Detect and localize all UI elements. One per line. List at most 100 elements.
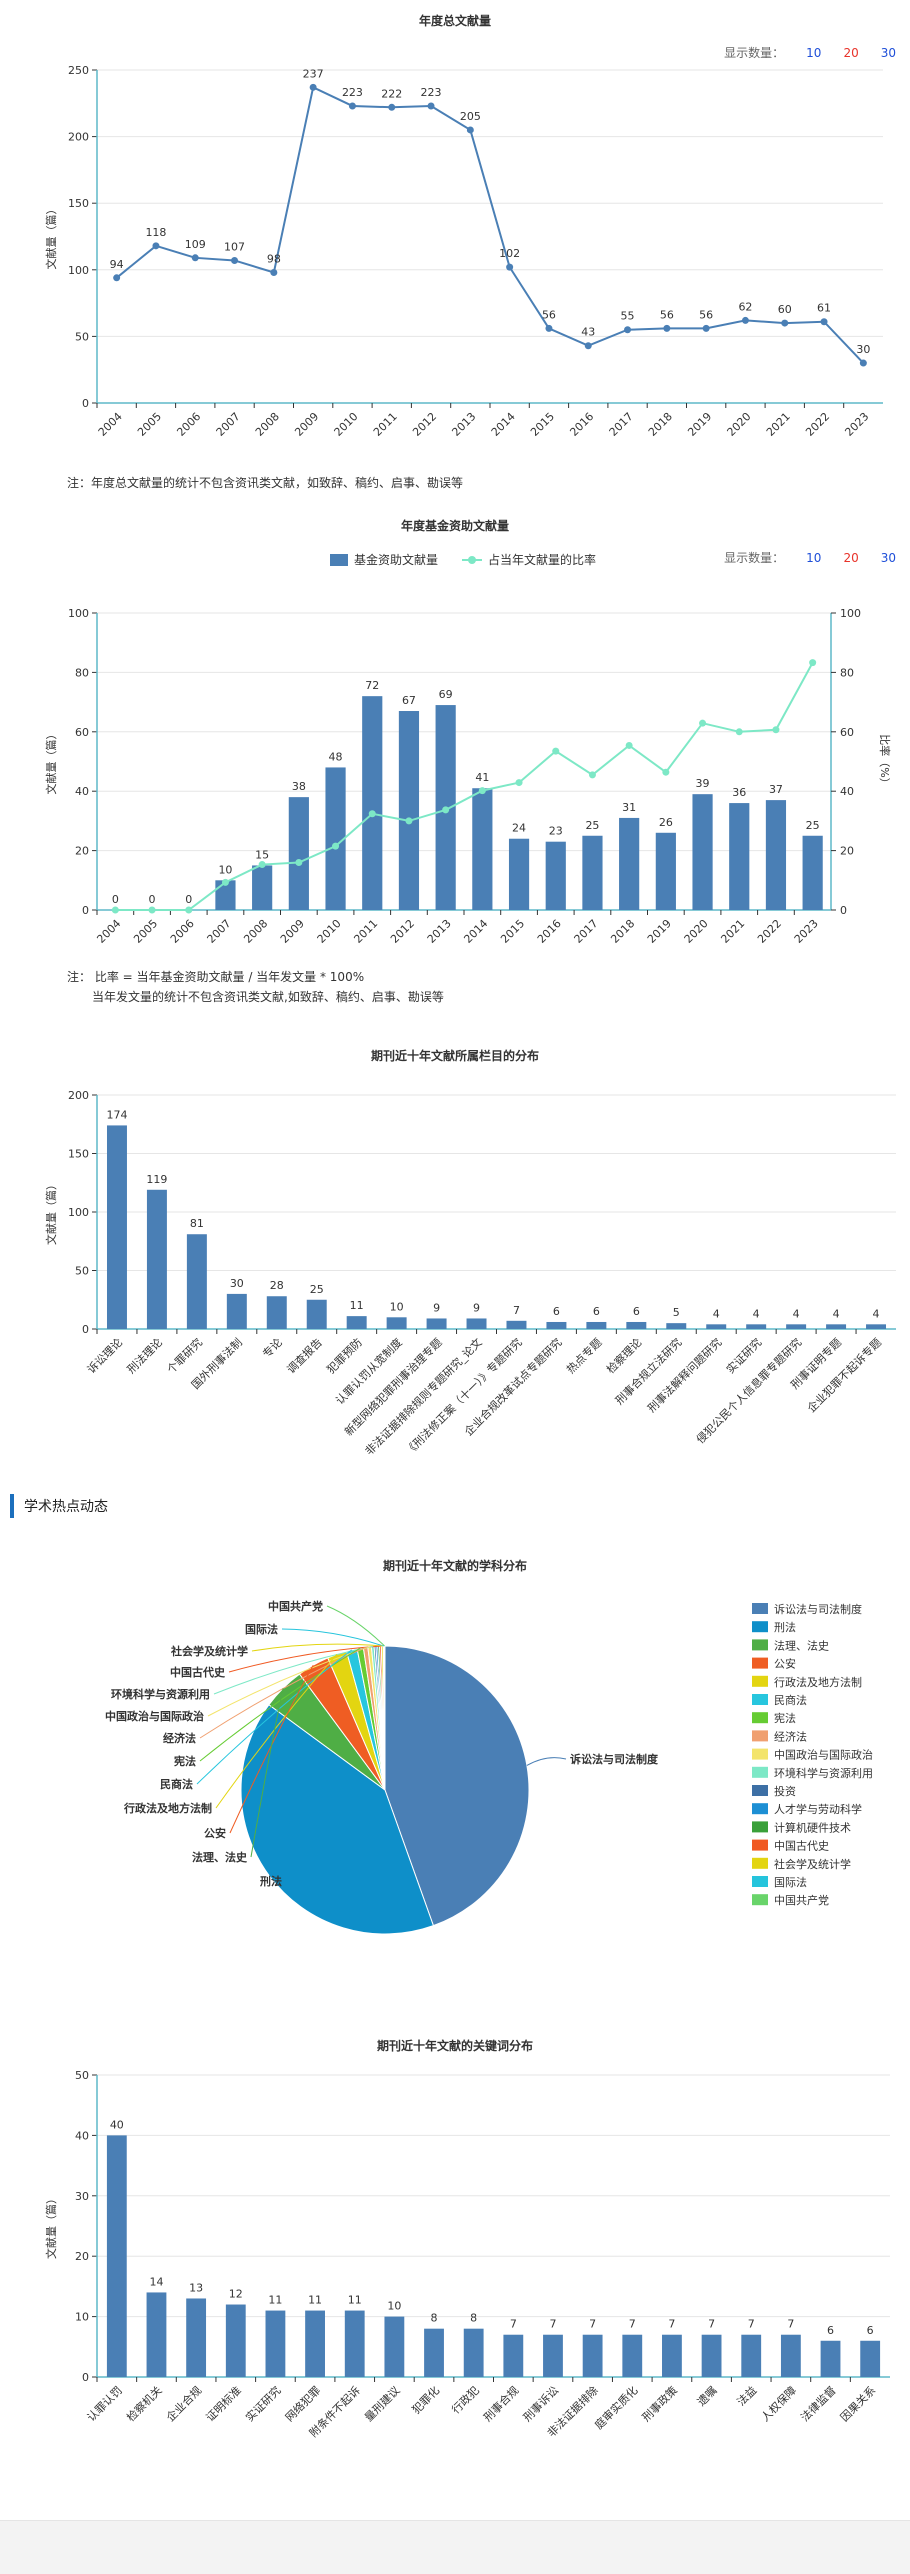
x-tick-label: 2013: [425, 917, 454, 946]
x-tick-label: 2020: [682, 917, 711, 946]
data-label: 7: [589, 2318, 596, 2331]
x-tick-label: 2018: [646, 410, 675, 439]
x-tick-label: 个罪研究: [164, 1335, 205, 1376]
keyword-bar: [701, 2334, 722, 2377]
x-tick-label: 企业合规: [163, 2383, 204, 2424]
x-tick-label: 人权保障: [758, 2383, 799, 2424]
fund-bar: [508, 838, 530, 910]
data-label: 94: [110, 258, 124, 271]
data-label: 7: [668, 2318, 675, 2331]
count-option-30[interactable]: 30: [880, 550, 896, 565]
count-option-10[interactable]: 10: [806, 550, 822, 565]
legend-label: 计算机硬件技术: [774, 1820, 851, 1834]
count-option-10[interactable]: 10: [806, 45, 822, 60]
x-tick-label: 2009: [292, 410, 321, 439]
data-label: 39: [696, 777, 710, 790]
x-tick-label: 法律监督: [798, 2383, 839, 2424]
annual-count-control: 显示数量： 10 20 30: [724, 44, 896, 61]
legend-label: 中国古代史: [774, 1840, 829, 1853]
x-tick-label: 调查报告: [284, 1335, 325, 1376]
data-point: [231, 256, 239, 264]
ratio-point: [442, 806, 450, 814]
data-label: 69: [439, 688, 453, 701]
callout-line: [215, 1653, 338, 1809]
legend-swatch-dot: [468, 556, 476, 564]
y-tick-label: 20: [75, 2250, 89, 2263]
column-bar: [306, 1299, 327, 1329]
data-label: 48: [329, 750, 343, 763]
x-tick-label: 行政犯: [449, 2383, 482, 2416]
keyword-bar: [225, 2304, 246, 2377]
x-tick-label: 2022: [755, 917, 784, 946]
count-option-20[interactable]: 20: [843, 45, 859, 60]
x-tick-label: 实证研究: [243, 2383, 284, 2424]
x-tick-label: 2004: [94, 917, 123, 946]
data-point: [663, 324, 671, 332]
data-label: 9: [473, 1301, 480, 1314]
y-tick-label: 60: [75, 726, 89, 739]
x-tick-label: 庭审实质化: [592, 2383, 641, 2432]
data-label: 55: [621, 310, 635, 323]
data-label: 205: [460, 110, 481, 123]
legend-label: 中国政治与国际政治: [774, 1748, 873, 1762]
count-option-30[interactable]: 30: [880, 45, 896, 60]
legend-swatch: [752, 1730, 768, 1742]
ratio-point: [552, 747, 560, 755]
y-tick-label: 0: [82, 1323, 89, 1336]
x-tick-label: 2017: [607, 410, 636, 439]
keyword-bar: [622, 2334, 643, 2377]
ratio-point: [588, 771, 596, 779]
fund-bar: [325, 767, 346, 910]
x-tick-label: 刑事合规立法研究: [612, 1335, 684, 1407]
data-label: 38: [292, 780, 306, 793]
keyword-bar: [384, 2316, 405, 2377]
data-label: 12: [229, 2288, 243, 2301]
column-bar: [466, 1318, 487, 1329]
data-point: [348, 102, 356, 110]
data-point: [624, 326, 632, 334]
y-axis-label: 文献量（篇）: [44, 204, 58, 270]
column-bar: [106, 1125, 127, 1329]
data-label: 6: [553, 1305, 560, 1318]
legend-swatch: [752, 1694, 768, 1705]
fund-bar: [729, 803, 750, 910]
subject-pie-chart: 中国共产党国际法社会学及统计学中国古代史环境科学与资源利用中国政治与国际政治经济…: [105, 1599, 873, 1935]
data-point: [113, 274, 121, 282]
data-point: [741, 316, 749, 324]
callout-label: 社会学及统计学: [170, 1644, 248, 1658]
x-tick-label: 犯罪预防: [324, 1335, 365, 1376]
ratio-point: [221, 878, 229, 886]
ratio-series-line: [115, 662, 814, 911]
y-tick-label: 0: [82, 904, 89, 917]
subject-section: 期刊近十年文献的学科分布 中国共产党 国际法 社会学及统计学 中国古代史 环境科学与资源…: [0, 1545, 910, 1995]
count-option-20[interactable]: 20: [843, 550, 859, 565]
legend-swatch: [752, 1839, 768, 1851]
y-tick-label: 100: [68, 607, 89, 620]
callout-label: 中国政治与国际政治: [105, 1709, 204, 1723]
column-bar: [586, 1321, 607, 1329]
data-point: [152, 242, 160, 250]
data-label: 11: [268, 2294, 282, 2307]
callout-label: 经济法: [163, 1731, 196, 1745]
y2-tick-label: 20: [840, 845, 854, 858]
data-label: 24: [512, 822, 526, 835]
y-tick-label: 40: [75, 2129, 89, 2142]
column-bar: [426, 1318, 447, 1329]
fund-bar: [582, 835, 603, 910]
data-label: 11: [308, 2294, 322, 2307]
legend-swatch: [752, 1675, 768, 1687]
fund-bar: [692, 794, 713, 910]
section-heading-text: 学术热点动态: [24, 1499, 108, 1515]
x-tick-label: 2009: [278, 917, 307, 946]
callout-line: [251, 1643, 383, 1652]
data-label: 7: [513, 1304, 520, 1317]
legend-swatch: [752, 1857, 768, 1869]
column-bar: [506, 1320, 527, 1329]
callout-label: 环境科学与资源利用: [111, 1687, 210, 1701]
x-tick-label: 2006: [174, 410, 203, 439]
column-bar: [546, 1321, 567, 1329]
x-tick-label: 2022: [803, 410, 832, 439]
data-label: 7: [708, 2318, 715, 2331]
column-bar: [786, 1324, 807, 1329]
data-label: 26: [659, 816, 673, 829]
